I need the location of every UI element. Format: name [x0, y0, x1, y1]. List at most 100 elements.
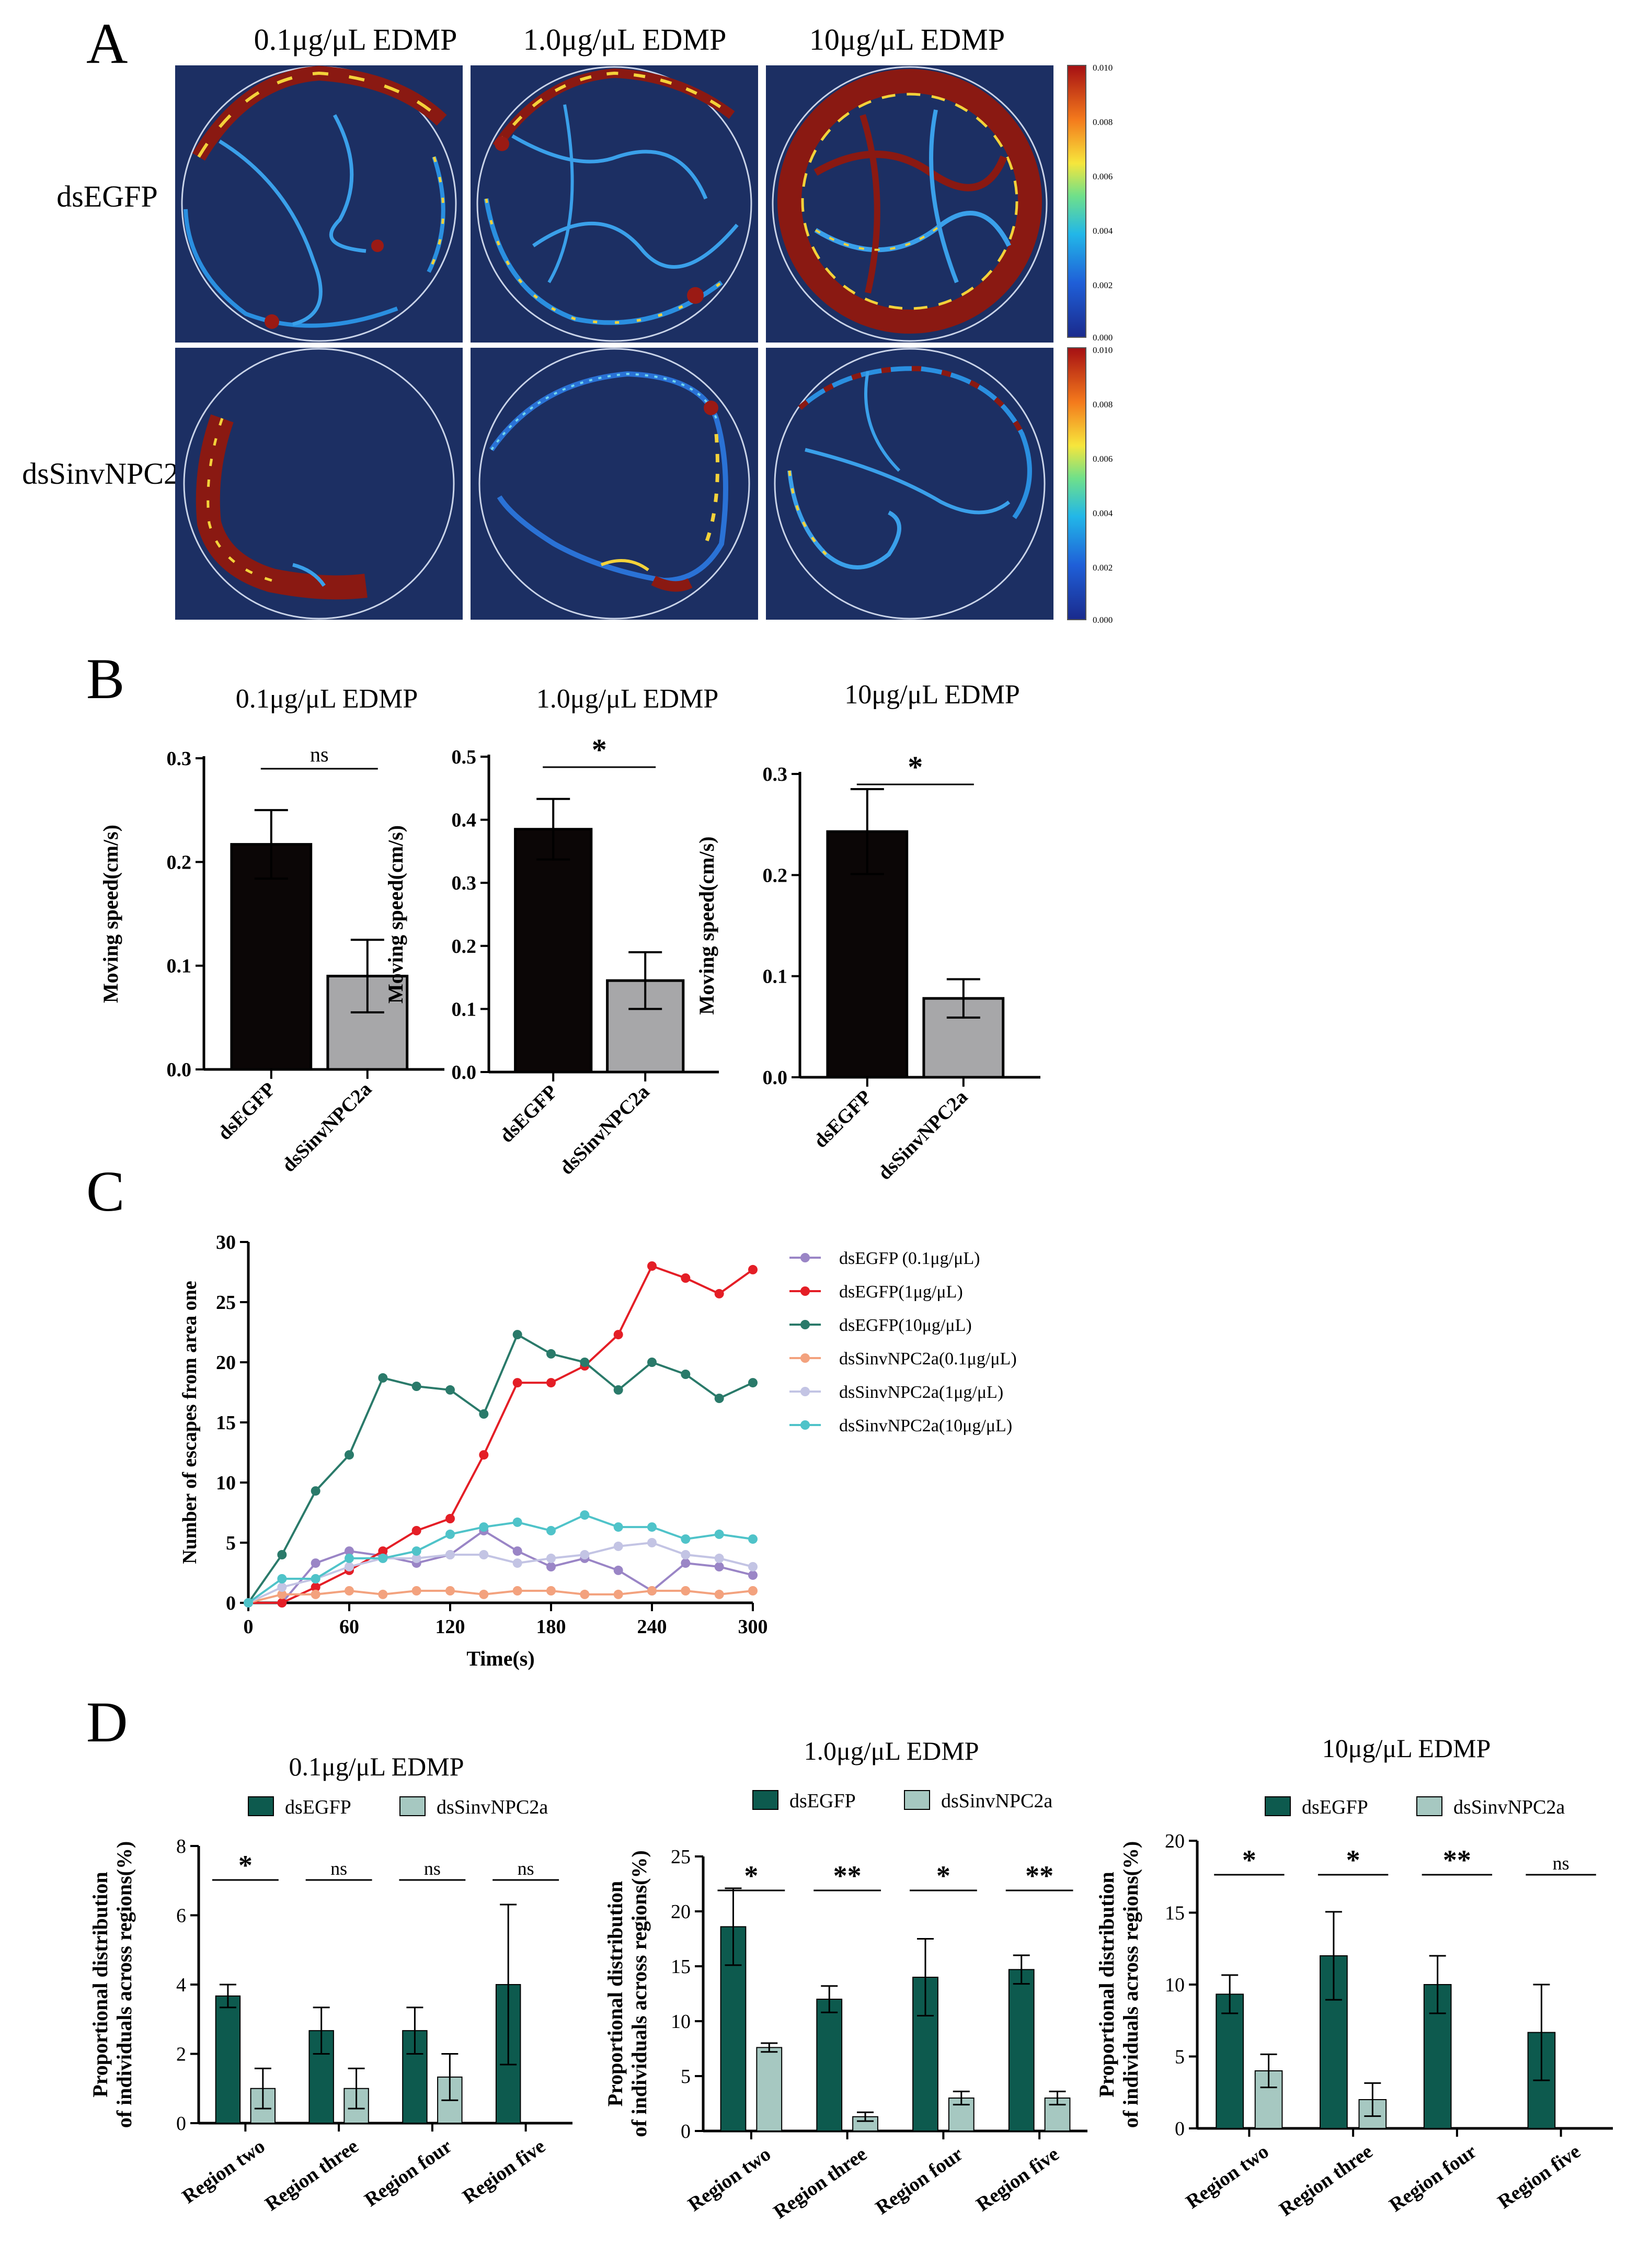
chart-title: 1.0μg/μL EDMP — [536, 684, 719, 714]
y-axis-label: Proportional distribution — [88, 1872, 112, 2098]
colorbar-tick: 0.002 — [1093, 280, 1113, 290]
heatmap-col-title: 0.1μg/μL EDMP — [254, 22, 457, 56]
x-tick-label: Region two — [178, 2135, 269, 2208]
data-point — [411, 1553, 421, 1563]
legend-marker — [800, 1253, 810, 1262]
x-tick-label: Region four — [1385, 2140, 1481, 2216]
heatmap-tile — [766, 348, 1053, 620]
y-axis-label: of individuals across regions(%) — [1119, 1841, 1142, 2128]
colorbar-tick: 0.004 — [1093, 508, 1113, 518]
colorbar: 0.010 0.008 0.006 0.004 0.002 0.000 — [1067, 345, 1113, 625]
significance-label: * — [592, 733, 607, 767]
data-point — [714, 1394, 724, 1403]
x-tick-label: Region four — [361, 2135, 456, 2211]
data-point — [445, 1586, 455, 1595]
significance-label: ** — [1025, 1860, 1053, 1891]
x-tick-label: 120 — [436, 1616, 465, 1638]
bar — [922, 997, 1005, 1079]
data-point — [512, 1378, 522, 1388]
data-point — [647, 1261, 657, 1271]
data-point — [613, 1330, 623, 1340]
x-tick-label: Region two — [1182, 2140, 1273, 2213]
bar — [514, 828, 593, 1074]
data-point — [479, 1550, 489, 1559]
data-point — [512, 1558, 522, 1568]
legend-swatch — [1416, 1796, 1442, 1816]
legend-swatch — [752, 1790, 778, 1810]
y-tick-label: 15 — [1165, 1902, 1185, 1924]
data-point — [445, 1514, 455, 1523]
legend-label: dsEGFP (0.1μg/μL) — [839, 1249, 980, 1268]
data-point — [580, 1358, 590, 1367]
significance-label: * — [936, 1860, 950, 1891]
data-point — [244, 1598, 253, 1608]
x-tick-label: Region four — [872, 2143, 967, 2219]
bar — [1008, 1969, 1035, 2132]
heatmap-tile — [471, 348, 758, 620]
panel-letter-b: B — [86, 647, 124, 711]
significance-label: ns — [424, 1858, 441, 1879]
y-tick-label: 30 — [216, 1232, 236, 1253]
data-point — [681, 1586, 691, 1595]
significance-label: ns — [310, 743, 329, 766]
data-point — [714, 1562, 724, 1571]
panel-letter-a: A — [86, 12, 128, 75]
data-point — [378, 1373, 388, 1383]
legend-label: dsSinvNPC2a(10μg/μL) — [839, 1416, 1012, 1435]
data-point — [681, 1558, 691, 1568]
y-tick-label: 2 — [176, 2044, 186, 2066]
data-point — [681, 1550, 691, 1559]
chart-distribution-0-1: 0.1μg/μL EDMP dsEGFP dsSinvNPC2a 0 2 4 6 8 Propo… — [88, 1752, 572, 2215]
significance-label: * — [908, 750, 923, 784]
x-tick-label: dsEGFP — [496, 1081, 562, 1147]
data-point — [613, 1541, 623, 1551]
data-point — [277, 1582, 287, 1592]
chart-title: 1.0μg/μL EDMP — [804, 1736, 979, 1765]
y-tick-label: 0.4 — [452, 810, 477, 831]
heatmap-tile — [471, 65, 758, 343]
data-point — [647, 1538, 657, 1547]
bar — [756, 2047, 783, 2132]
y-tick-label: 10 — [216, 1472, 236, 1494]
legend-marker — [800, 1320, 810, 1329]
data-point — [311, 1582, 320, 1592]
data-point — [613, 1565, 623, 1575]
chart-distribution-1-0: 1.0μg/μL EDMP dsEGFP dsSinvNPC2a 0 5 10 15 20 25… — [603, 1736, 1087, 2223]
y-tick-label: 0 — [226, 1592, 236, 1614]
y-tick-label: 15 — [671, 1956, 691, 1978]
y-tick-label: 25 — [216, 1292, 236, 1314]
y-tick-label: 0.3 — [452, 872, 477, 894]
legend-label: dsSinvNPC2a — [437, 1796, 548, 1818]
data-point — [311, 1574, 320, 1583]
legend-label: dsSinvNPC2a(1μg/μL) — [839, 1383, 1003, 1402]
bar — [215, 1995, 241, 2124]
x-tick-label: dsSinvNPC2a — [556, 1081, 654, 1179]
significance-label: * — [1242, 1844, 1256, 1876]
x-tick-label: 240 — [637, 1616, 667, 1638]
y-axis-label: of individuals across regions(%) — [112, 1841, 136, 2128]
y-tick-label: 0.3 — [763, 763, 788, 785]
x-tick-label: dsEGFP — [809, 1086, 876, 1153]
x-axis-label: Time(s) — [466, 1647, 534, 1670]
series-line — [247, 1333, 753, 1604]
data-point — [311, 1486, 320, 1496]
bar — [816, 1999, 843, 2132]
data-point — [277, 1550, 287, 1559]
significance-label: ns — [330, 1858, 347, 1879]
data-point — [378, 1589, 388, 1599]
y-tick-label: 20 — [1165, 1830, 1185, 1852]
significance-label: * — [744, 1860, 758, 1891]
legend-swatch — [1265, 1796, 1291, 1816]
panel-a: 0.1μg/μL EDMP 1.0μg/μL EDMP 10μg/μL EDMP… — [22, 22, 1113, 625]
data-point — [277, 1598, 287, 1608]
legend-swatch — [904, 1790, 930, 1810]
data-point — [714, 1589, 724, 1599]
significance-label: ** — [833, 1860, 862, 1891]
y-axis-label: Number of escapes from area one — [179, 1281, 201, 1564]
y-tick-label: 5 — [1175, 2046, 1185, 2068]
y-tick-label: 15 — [216, 1412, 236, 1434]
y-tick-label: 0.0 — [167, 1059, 192, 1081]
y-tick-label: 5 — [226, 1532, 236, 1554]
colorbar-tick: 0.002 — [1093, 563, 1113, 573]
